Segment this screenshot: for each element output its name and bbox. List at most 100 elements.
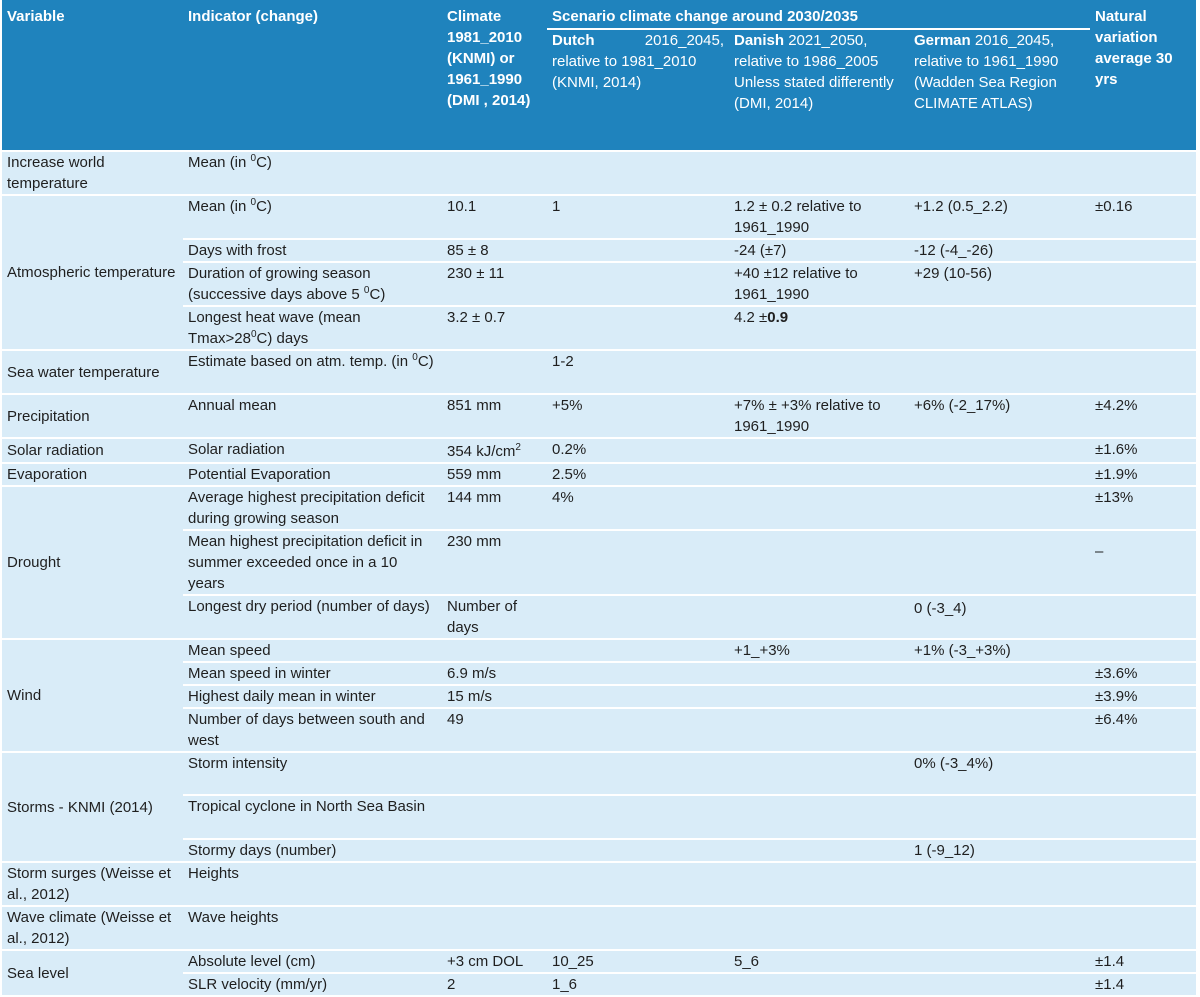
table-row: Drought Average highest precipitation de… (2, 487, 1196, 638)
table-row: Days with frost 85 ± 8 -24 (±7) -12 (-4_… (2, 240, 1196, 261)
german-cell: +6% (-2_17%) (909, 395, 1090, 437)
table-row: Evaporation Potential Evaporation 559 mm… (2, 464, 1196, 485)
header-scenario: Scenario climate change around 2030/2035 (547, 0, 1090, 28)
indicator-cell: Estimate based on atm. temp. (in 0C) (183, 351, 442, 393)
climate-cell: 230 ± 11 (442, 263, 547, 305)
table-row: Precipitation Annual mean 851 mm +5% +7%… (2, 395, 1196, 437)
danish-cell: 1.2 ± 0.2 relative to 1961_1990 (729, 196, 909, 238)
table-row: Longest dry period (number of days) Numb… (2, 596, 1196, 638)
indicator-cell: Annual mean (183, 395, 442, 437)
header-german-detail: 2016_2045, relative to 1961_1990 (Wadden… (914, 32, 1059, 112)
indicator-cell: Mean speed (183, 640, 442, 661)
table-row: Wind Mean speed +1_+3% +1% (-3_+3%) (2, 640, 1196, 751)
indicator-cell: Longest dry period (number of days) (183, 596, 442, 638)
table-row: Number of days between south and west 49… (2, 709, 1196, 751)
table-row: Sea water temperature Estimate based on … (2, 351, 1196, 393)
header-danish-detail: 2021_2050, relative to 1986_2005 Unless … (734, 32, 894, 112)
natural-cell: ±4.2% (1090, 395, 1196, 437)
natural-cell: ±1.4 (1090, 974, 1196, 995)
dutch-cell: +5% (547, 395, 729, 437)
table-row: Wave climate (Weisse et al., 2012) Wave … (2, 907, 1196, 949)
natural-cell: ±3.9% (1090, 686, 1196, 707)
indicator-cell: Duration of growing season (successive d… (183, 263, 442, 305)
header-dutch: Dutch 2016_2045, relative to 1981_2010 (K… (547, 30, 729, 150)
german-cell: 1 (-9_12) (909, 840, 1090, 861)
table-row: Tropical cyclone in North Sea Basin (2, 796, 1196, 838)
variable-cell: Sea water temperature (2, 351, 183, 393)
variable-cell: Precipitation (2, 395, 183, 437)
dutch-cell: 1-2 (547, 351, 729, 393)
indicator-cell: Solar radiation (183, 439, 442, 462)
header-german: German 2016_2045, relative to 1961_1990 … (909, 30, 1090, 150)
table-header: Variable Indicator (change) Climate 1981… (2, 0, 1196, 150)
table-row: Storms - KNMI (2014) Storm intensity 0% … (2, 753, 1196, 861)
variable-cell: Atmospheric temperature (2, 196, 183, 349)
variable-cell: Solar radiation (2, 439, 183, 462)
indicator-cell: Mean speed in winter (183, 663, 442, 684)
german-cell: 0% (-3_4%) (909, 753, 1090, 794)
climate-cell: 559 mm (442, 464, 547, 485)
danish-cell: +1_+3% (729, 640, 909, 661)
indicator-cell: Wave heights (183, 907, 442, 949)
variable-cell: Wind (2, 640, 183, 751)
table-row: Storm surges (Weisse et al., 2012) Heigh… (2, 863, 1196, 905)
german-cell: +1.2 (0.5_2.2) (909, 196, 1090, 238)
header-dutch-years: 2016_2045, (644, 32, 724, 49)
danish-cell: -24 (±7) (729, 240, 909, 261)
header-dutch-detail: relative to 1981_2010 (KNMI, 2014) (552, 53, 697, 91)
header-danish-label: Danish (734, 32, 785, 49)
variable-cell: Sea level (2, 951, 183, 995)
dutch-cell: 1_6 (547, 974, 729, 995)
danish-cell: 5_6 (729, 951, 909, 972)
table-row: Highest daily mean in winter 15 m/s ±3.9… (2, 686, 1196, 707)
natural-cell: ±1.6% (1090, 439, 1196, 462)
german-cell: +1% (-3_+3%) (909, 640, 1090, 661)
table-row: Duration of growing season (successive d… (2, 263, 1196, 305)
dutch-cell: 10_25 (547, 951, 729, 972)
indicator-cell: Days with frost (183, 240, 442, 261)
climate-cell: 3.2 ± 0.7 (442, 307, 547, 349)
variable-cell: Wave climate (Weisse et al., 2012) (2, 907, 183, 949)
table-row: Solar radiation Solar radiation 354 kJ/c… (2, 439, 1196, 462)
climate-cell: 354 kJ/cm2 (442, 439, 547, 462)
variable-cell: Increase world temperature (2, 152, 183, 194)
natural-cell: – (1090, 531, 1196, 594)
natural-cell: ±1.4 (1090, 951, 1196, 972)
header-danish: Danish 2021_2050, relative to 1986_2005 … (729, 30, 909, 150)
header-variable: Variable (2, 0, 183, 150)
table-row: Mean highest precipitation deficit in su… (2, 531, 1196, 594)
indicator-cell: Stormy days (number) (183, 840, 442, 861)
header-german-label: German (914, 32, 971, 49)
natural-cell: ±3.6% (1090, 663, 1196, 684)
variable-cell: Drought (2, 487, 183, 638)
german-cell: +29 (10-56) (909, 263, 1090, 305)
indicator-cell: Absolute level (cm) (183, 951, 442, 972)
header-dutch-label: Dutch (552, 32, 595, 49)
variable-cell: Evaporation (2, 464, 183, 485)
table-row: Increase world temperature Mean (in 0C) (2, 152, 1196, 194)
danish-cell: +40 ±12 relative to 1961_1990 (729, 263, 909, 305)
climate-cell: 10.1 (442, 196, 547, 238)
header-natural-variation: Natural variation average 30 yrs (1090, 0, 1196, 150)
indicator-cell: Tropical cyclone in North Sea Basin (183, 796, 442, 838)
indicator-cell: Mean (in 0C) (183, 152, 442, 194)
danish-cell: +7% ± +3% relative to 1961_1990 (729, 395, 909, 437)
indicator-cell: Highest daily mean in winter (183, 686, 442, 707)
header-climate: Climate 1981_2010 (KNMI) or 1961_1990 (D… (442, 0, 547, 150)
climate-cell: 230 mm (442, 531, 547, 594)
natural-cell: ±6.4% (1090, 709, 1196, 751)
indicator-cell: SLR velocity (mm/yr) (183, 974, 442, 995)
table-row: Longest heat wave (mean Tmax>280C) days … (2, 307, 1196, 349)
indicator-cell: Mean (in 0C) (183, 196, 442, 238)
danish-cell: 4.2 ±0.9 (729, 307, 909, 349)
natural-cell: ±1.9% (1090, 464, 1196, 485)
natural-cell: ±0.16 (1090, 196, 1196, 238)
variable-cell: Storm surges (Weisse et al., 2012) (2, 863, 183, 905)
dutch-cell: 2.5% (547, 464, 729, 485)
climate-cell: 2 (442, 974, 547, 995)
climate-cell: 851 mm (442, 395, 547, 437)
table-row: Sea level Absolute level (cm) +3 cm DOL … (2, 951, 1196, 995)
table-row: Stormy days (number) 1 (-9_12) (2, 840, 1196, 861)
climate-cell: 6.9 m/s (442, 663, 547, 684)
